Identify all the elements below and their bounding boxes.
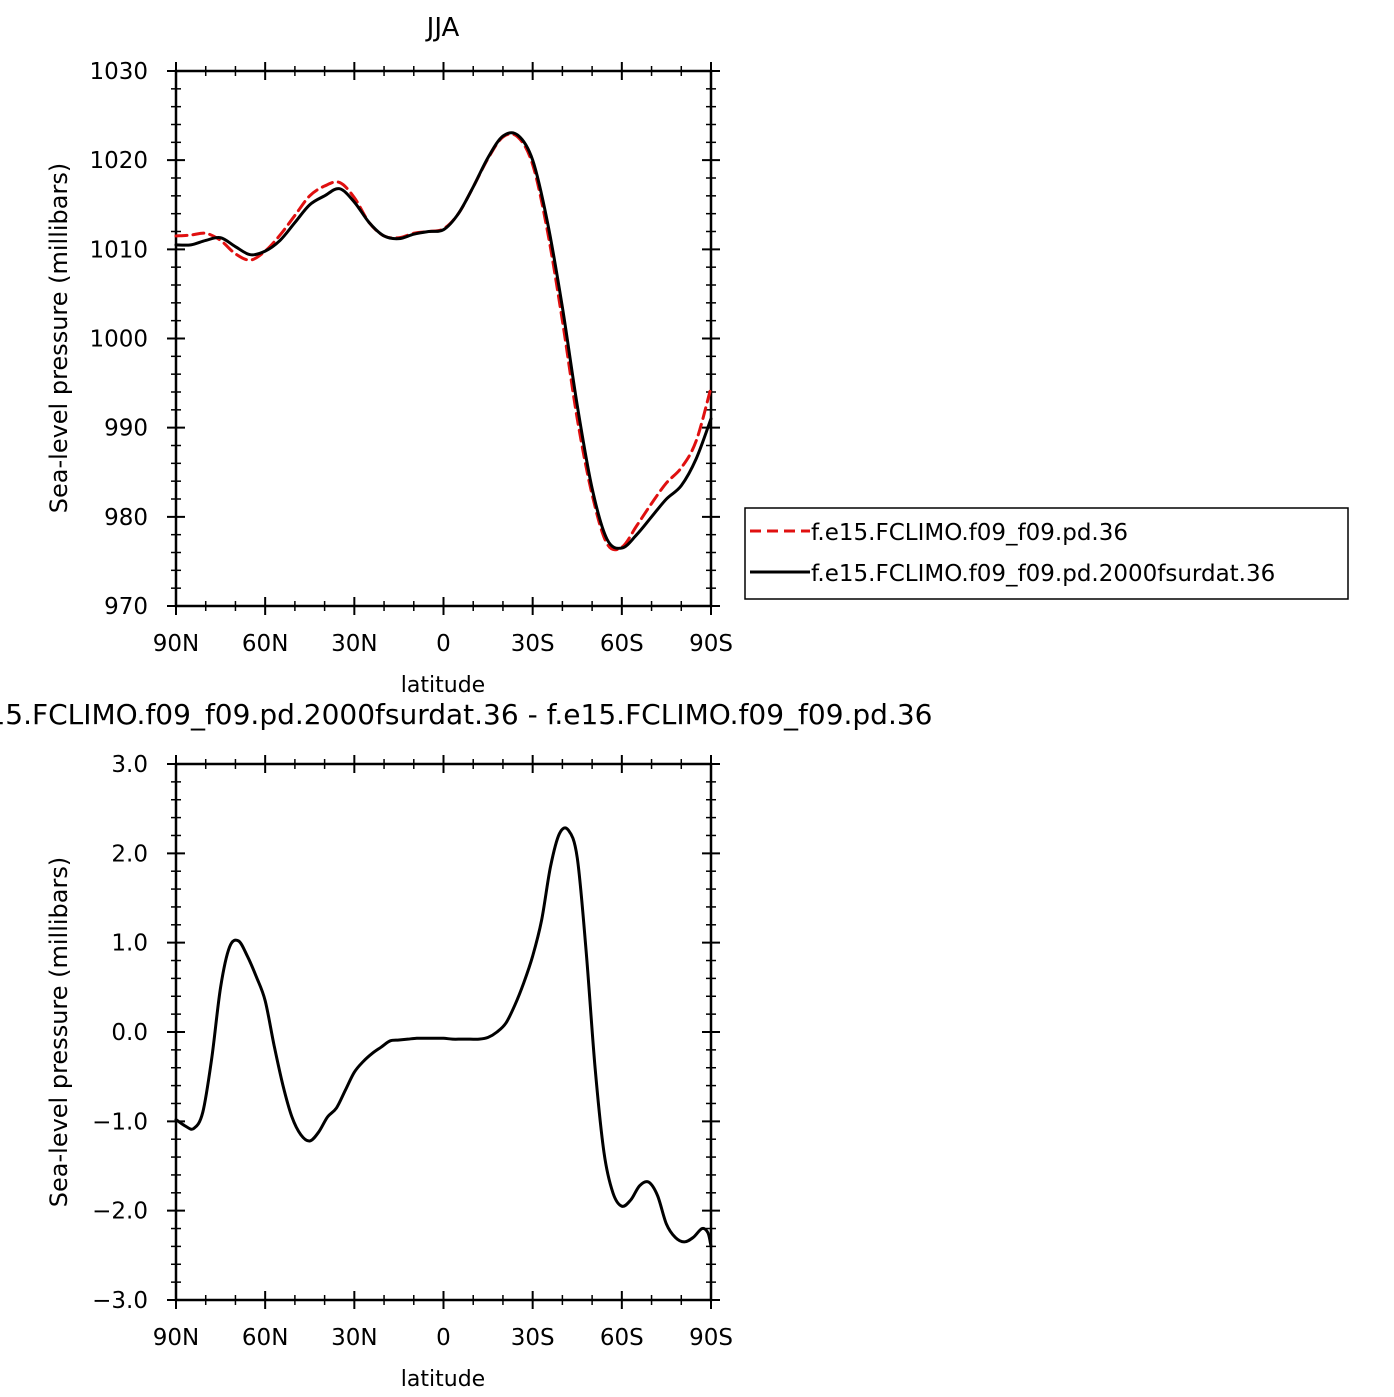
x-tick-label: 30N <box>331 1325 377 1351</box>
y-axis-label: Sea-level pressure (millibars) <box>45 857 73 1207</box>
x-tick-label: 30S <box>511 631 555 657</box>
x-tick-label: 60N <box>242 631 288 657</box>
y-tick-label: 990 <box>104 416 148 442</box>
y-tick-labels: −3.0 −2.0 −1.0 0.0 1.0 2.0 3.0 <box>92 752 148 1314</box>
x-tick-label: 0 <box>436 1325 451 1351</box>
y-tick-label: −2.0 <box>92 1199 148 1225</box>
series-group <box>174 826 713 1248</box>
y-tick-labels: 970 980 990 1000 1010 1020 1030 <box>89 59 148 620</box>
plot-frame <box>174 762 713 1302</box>
x-tick-label: 90N <box>153 631 199 657</box>
y-tick-label: 0.0 <box>111 1020 148 1046</box>
chart-slp-difference: f.e15.FCLIMO.f09_f09.pd.2000fsurdat.36 -… <box>0 698 933 1392</box>
y-tick-label: 970 <box>104 594 148 620</box>
series-line-1 <box>174 131 713 550</box>
x-axis-label: latitude <box>401 673 485 698</box>
chart-title: JJA <box>425 13 460 43</box>
x-tick-labels: 90N 60N 30N 0 30S 60S 90S <box>153 1325 733 1351</box>
x-axis-label: latitude <box>401 1367 485 1392</box>
axis-ticks <box>167 62 720 615</box>
axis-ticks <box>167 755 720 1309</box>
x-tick-label: 0 <box>436 631 451 657</box>
x-tick-label: 60N <box>242 1325 288 1351</box>
chart-slp-jja: JJA 970 980 990 1000 1010 1020 1030 90N 60N 30N 0… <box>45 13 1349 698</box>
x-tick-label: 30N <box>331 631 377 657</box>
legend: f.e15.FCLIMO.f09_f09.pd.36 f.e15.FCLIMO.… <box>744 507 1349 600</box>
x-tick-label: 90N <box>153 1325 199 1351</box>
x-tick-label: 90S <box>689 1325 733 1351</box>
y-tick-label: −3.0 <box>92 1288 148 1314</box>
x-tick-label: 30S <box>511 1325 555 1351</box>
legend-box <box>744 507 1349 600</box>
series-group <box>174 131 713 552</box>
y-tick-label: −1.0 <box>92 1109 148 1135</box>
series-line-0 <box>174 826 713 1248</box>
plot-frame <box>174 69 713 608</box>
y-tick-label: 3.0 <box>111 752 148 778</box>
x-tick-label: 60S <box>600 631 644 657</box>
legend-label-pd36: f.e15.FCLIMO.f09_f09.pd.36 <box>811 520 1128 546</box>
series-line-0 <box>174 132 713 552</box>
y-tick-label: 1020 <box>89 148 148 174</box>
x-tick-label: 60S <box>600 1325 644 1351</box>
y-tick-label: 980 <box>104 505 148 531</box>
x-tick-label: 90S <box>689 631 733 657</box>
x-tick-labels: 90N 60N 30N 0 30S 60S 90S <box>153 631 733 657</box>
y-tick-label: 1030 <box>89 59 148 85</box>
legend-label-2000fsurdat: f.e15.FCLIMO.f09_f09.pd.2000fsurdat.36 <box>811 561 1275 587</box>
y-tick-label: 1.0 <box>111 931 148 957</box>
y-tick-label: 2.0 <box>111 841 148 867</box>
y-tick-label: 1000 <box>89 327 148 353</box>
y-axis-label: Sea-level pressure (millibars) <box>45 163 73 513</box>
y-tick-label: 1010 <box>89 237 148 263</box>
chart-title: f.e15.FCLIMO.f09_f09.pd.2000fsurdat.36 -… <box>0 698 933 731</box>
